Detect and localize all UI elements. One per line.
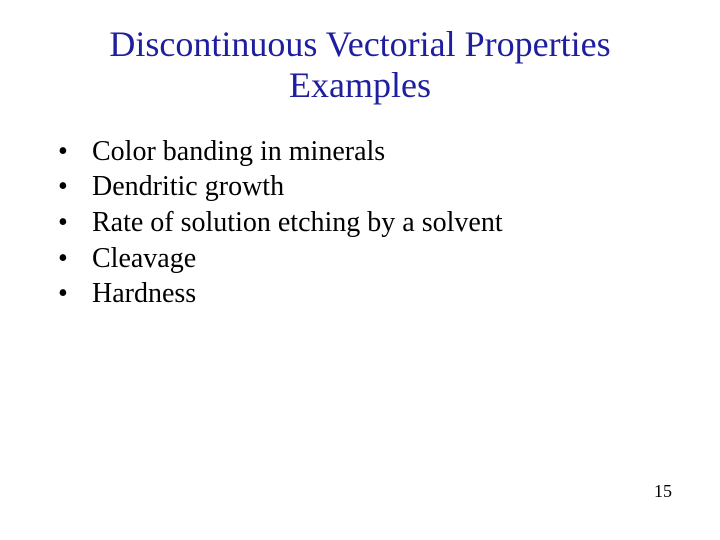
list-item: • Color banding in minerals xyxy=(58,135,720,169)
list-item-text: Dendritic growth xyxy=(92,170,284,204)
list-item: • Cleavage xyxy=(58,242,720,276)
list-item-text: Cleavage xyxy=(92,242,196,276)
list-item: • Dendritic growth xyxy=(58,170,720,204)
bullet-icon: • xyxy=(58,170,92,204)
bullet-icon: • xyxy=(58,277,92,311)
list-item-text: Color banding in minerals xyxy=(92,135,385,169)
slide: Discontinuous Vectorial Properties Examp… xyxy=(0,0,720,540)
list-item-text: Rate of solution etching by a solvent xyxy=(92,206,503,240)
bullet-icon: • xyxy=(58,242,92,276)
bullet-list: • Color banding in minerals • Dendritic … xyxy=(0,107,720,311)
title-line-1: Discontinuous Vectorial Properties xyxy=(0,24,720,65)
page-number: 15 xyxy=(654,481,672,502)
bullet-icon: • xyxy=(58,206,92,240)
list-item: • Hardness xyxy=(58,277,720,311)
list-item-text: Hardness xyxy=(92,277,196,311)
list-item: • Rate of solution etching by a solvent xyxy=(58,206,720,240)
title-line-2: Examples xyxy=(0,65,720,106)
bullet-icon: • xyxy=(58,135,92,169)
slide-title: Discontinuous Vectorial Properties Examp… xyxy=(0,0,720,107)
